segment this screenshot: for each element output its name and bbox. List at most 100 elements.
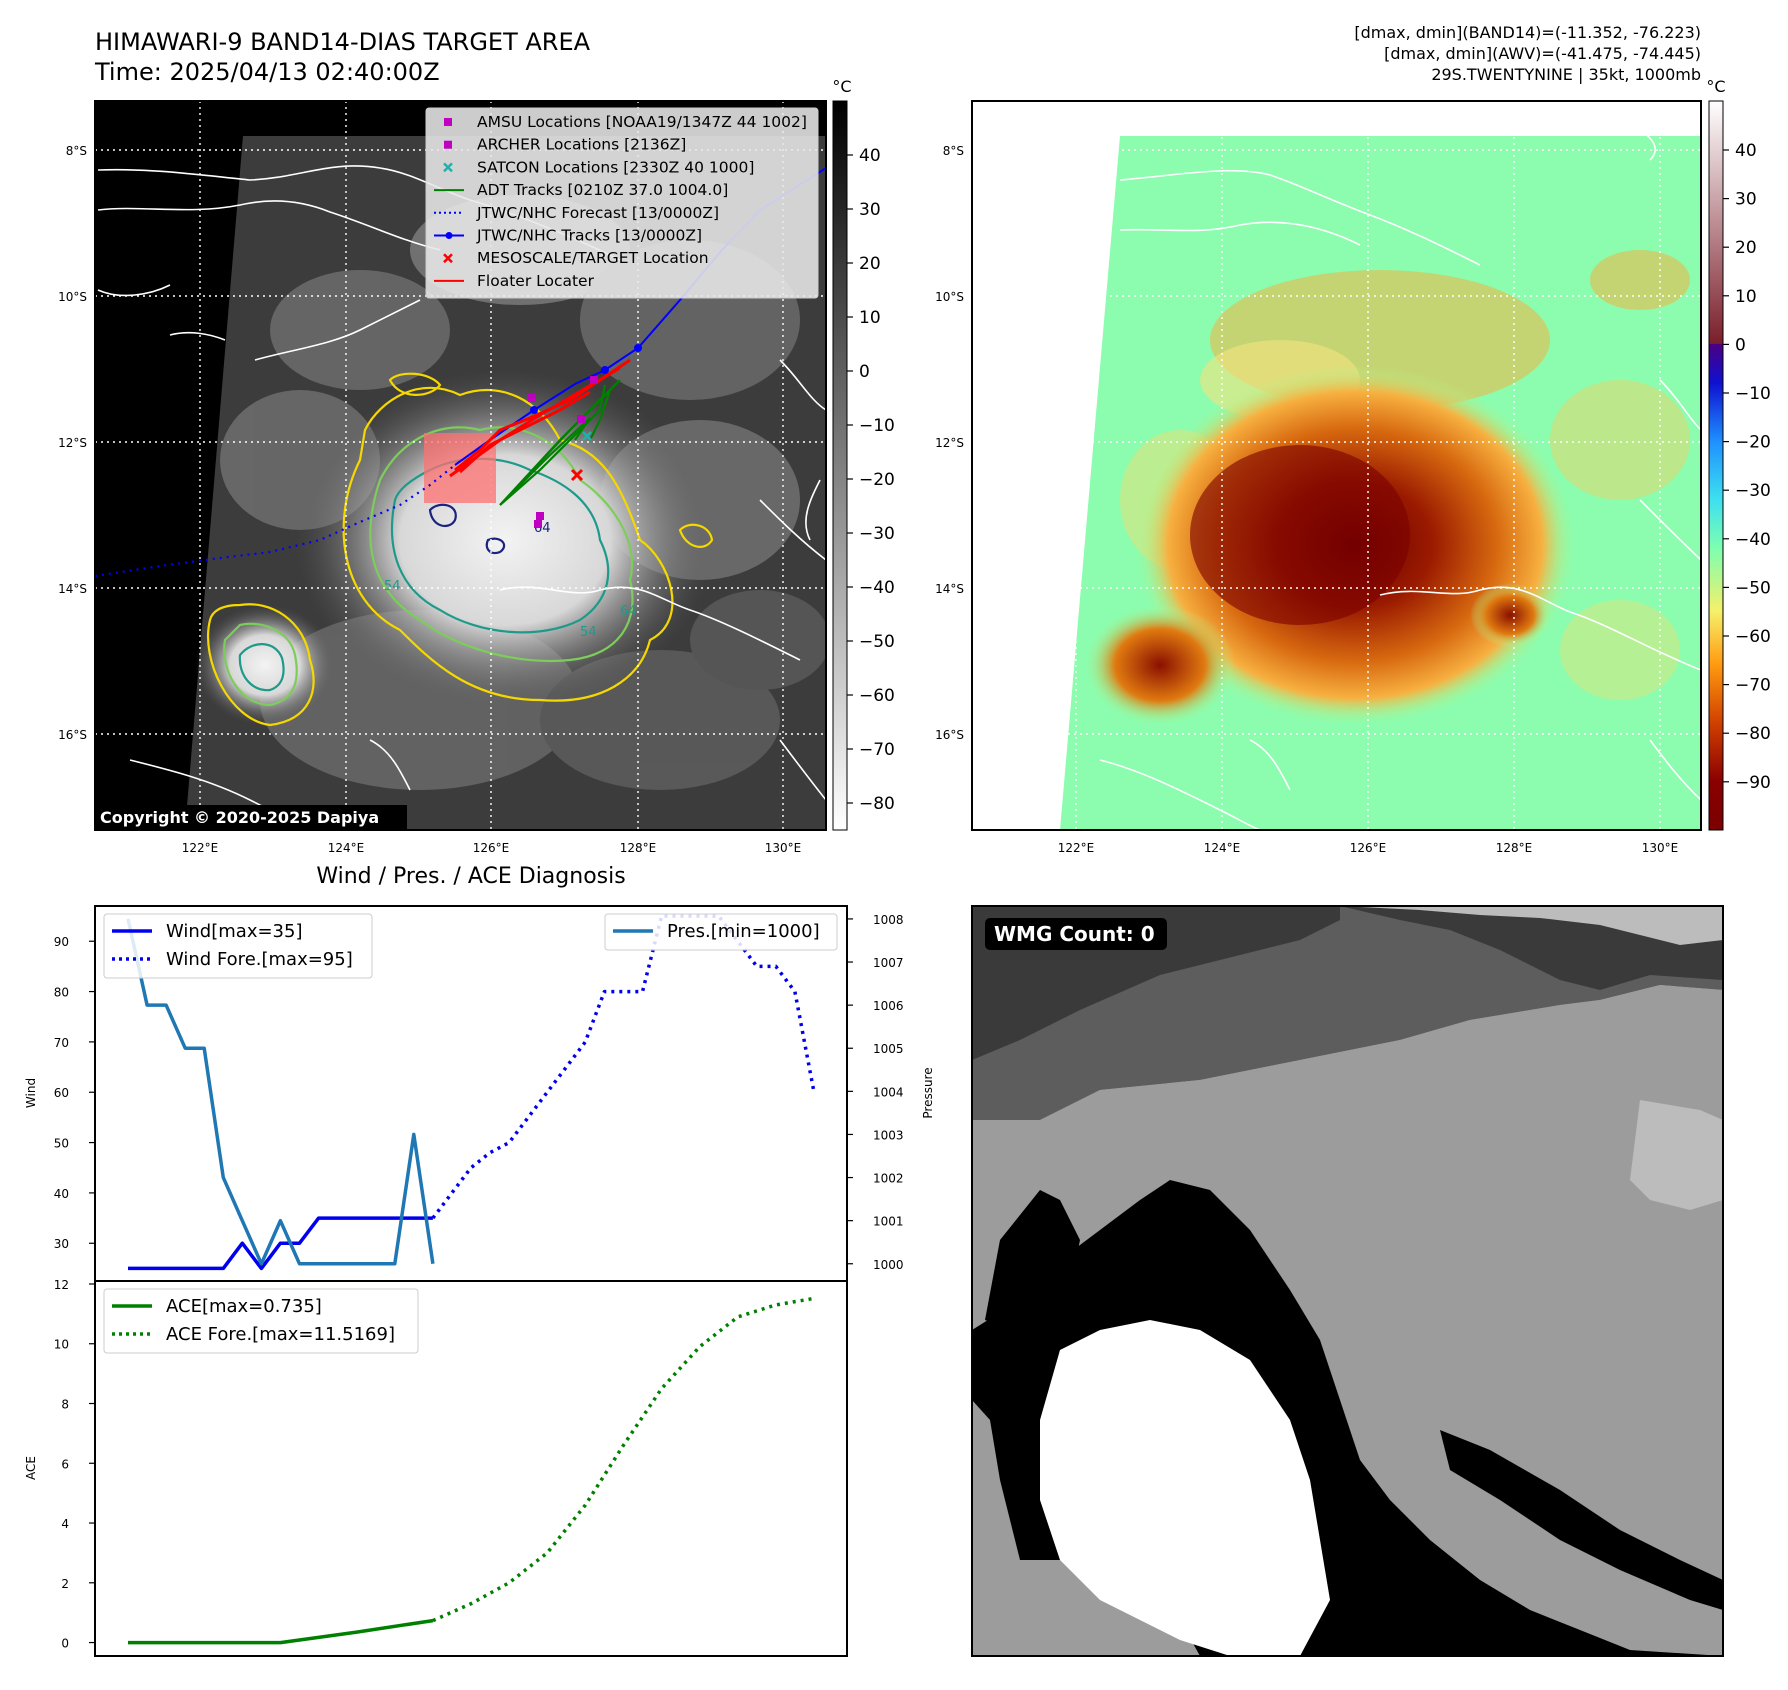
contour-label-4: 64 [620, 604, 637, 619]
wmg-region-white [1040, 1320, 1330, 1656]
ir-contours [207, 372, 714, 727]
diagnosis-title: Wind / Pres. / ACE Diagnosis [316, 864, 625, 889]
legend-label: ARCHER Locations [2136Z] [477, 136, 686, 154]
wind-legend: Wind[max=35] Wind Fore.[max=95] [103, 913, 373, 979]
legend-marker [443, 162, 453, 173]
svg-text:14°S: 14°S [935, 582, 964, 596]
colorbar-tick-label: −70 [1735, 676, 1771, 696]
y-tick-label: 90 [54, 935, 69, 949]
colorbar-tick-label: 30 [1735, 190, 1757, 210]
colorbar-tick-label: 30 [859, 200, 881, 220]
awv-gridlines [972, 101, 1701, 830]
figure-title: HIMAWARI-9 BAND14-DIAS TARGET AREA [95, 28, 591, 56]
wind-legend-entry: Wind[max=35] [166, 921, 303, 942]
colorbar-tick-label: −50 [859, 632, 895, 652]
svg-text:16°S: 16°S [58, 728, 87, 742]
contour-north-yellow [388, 372, 442, 396]
legend-label: JTWC/NHC Tracks [13/0000Z] [476, 227, 702, 245]
svg-text:10°S: 10°S [58, 290, 87, 304]
colorbar-tick-label: 20 [1735, 238, 1757, 258]
figure-time: Time: 2025/04/13 02:40:00Z [94, 58, 440, 86]
wmg-label-box [985, 918, 1167, 950]
svg-text:12°S: 12°S [58, 436, 87, 450]
awv-map-panel [971, 100, 1702, 831]
colorbar-tick-label: −40 [1735, 530, 1771, 550]
contour-yellow [342, 386, 674, 702]
ir-secondary-cloud [195, 605, 335, 725]
colorbar-tick-label: −40 [859, 578, 895, 598]
contour-secondary-teal [238, 643, 285, 692]
y-tick-label: 40 [54, 1187, 69, 1201]
svg-text:8°S: 8°S [66, 144, 87, 158]
colorbar-tick-label: −20 [859, 470, 895, 490]
legend-label: JTWC/NHC Forecast [13/0000Z] [476, 204, 719, 222]
legend-marker [444, 140, 452, 149]
awv-storm-inner [1190, 445, 1410, 625]
svg-text:8°S: 8°S [943, 144, 964, 158]
satcon-marker [582, 431, 592, 441]
contour-green [369, 426, 634, 663]
legend-entry: MESOSCALE/TARGET Location [443, 249, 709, 267]
legend-marker [445, 232, 453, 239]
contour-navy-2 [485, 537, 506, 555]
svg-text:126°E: 126°E [473, 841, 510, 855]
awv-colorbar-unit: °C [1706, 77, 1725, 96]
ir-lon-ticks: 122°E 124°E 126°E 128°E 130°E [182, 841, 802, 855]
svg-text:124°E: 124°E [328, 841, 365, 855]
svg-text:122°E: 122°E [182, 841, 219, 855]
ir-map-legend: AMSU Locations [NOAA19/1347Z 44 1002] ARC… [425, 107, 819, 299]
colorbar-tick-label: 40 [859, 146, 881, 166]
y-tick-label: 4 [61, 1517, 69, 1531]
wmg-count-label: WMG Count: 0 [994, 922, 1155, 946]
wmg-region-stripe [1440, 1430, 1723, 1610]
ir-colorbar: °C 40 30 20 10 0 −10 −20 −30 −40 −50 −60 −70 −80 [832, 77, 895, 831]
awv-secondary-core [1085, 605, 1235, 725]
y2-tick-label: 1001 [873, 1215, 904, 1229]
colorbar-tick-label: −50 [1735, 578, 1771, 598]
y2-tick-label: 1007 [873, 956, 904, 970]
legend-label: ADT Tracks [0210Z 37.0 1004.0] [477, 181, 728, 199]
colorbar-tick-label: −80 [859, 794, 895, 814]
series-line [431, 914, 816, 1220]
colorbar-tick-label: −30 [859, 524, 895, 544]
wind-axis-label: Wind [24, 1078, 38, 1108]
jtwc-track-points [530, 344, 642, 414]
copyright-box [95, 805, 407, 830]
colorbar-tick-label: 10 [859, 308, 881, 328]
pressure-axis-label: Pressure [921, 1067, 935, 1118]
ir-storm-cloud [295, 370, 715, 710]
wind-pressure-chart: 30 40 50 60 70 80 90 1000 1001 1002 1003 1004 1005 10… [24, 905, 935, 1282]
y-tick-label: 10 [54, 1338, 69, 1352]
copyright-text: Copyright © 2020-2025 Dapiya [100, 808, 379, 827]
y2-tick-label: 1000 [873, 1258, 904, 1272]
colorbar-tick-label: −70 [859, 740, 895, 760]
legend-entry: ARCHER Locations [2136Z] [444, 136, 686, 154]
wind-fore-legend-entry: Wind Fore.[max=95] [166, 949, 353, 970]
y-tick-label: 60 [54, 1086, 69, 1100]
awv-lon-ticks: 122°E 124°E 126°E 128°E 130°E [1058, 841, 1679, 855]
colorbar-tick-label: −20 [1735, 433, 1771, 453]
awv-coastlines [1099, 129, 1701, 830]
y-tick-label: 30 [54, 1237, 69, 1251]
wmg-region-lightpatch [1630, 1100, 1723, 1210]
series-line [126, 918, 435, 1266]
svg-text:16°S: 16°S [935, 728, 964, 742]
contour-secondary-green [223, 622, 298, 707]
colorbar-tick-label: −30 [1735, 481, 1771, 501]
svg-text:130°E: 130°E [1642, 841, 1679, 855]
y-tick-label: 12 [54, 1278, 69, 1292]
info-awv: [dmax, dmin](AWV)=(-41.475, -74.445) [1384, 44, 1701, 63]
colorbar-tick-label: −60 [1735, 627, 1771, 647]
awv-colorbar: °C 40 30 20 10 0 −10 −20 −30 −40 −50 −60 −70 −80 −90 [1706, 77, 1771, 831]
svg-text:128°E: 128°E [620, 841, 657, 855]
y2-tick-label: 1006 [873, 999, 904, 1013]
svg-text:12°S: 12°S [935, 436, 964, 450]
legend-marker [443, 253, 453, 264]
colorbar-tick-label: −80 [1735, 724, 1771, 744]
y2-tick-label: 1004 [873, 1085, 904, 1099]
wmg-frame [971, 905, 1724, 1657]
wmg-region-black-north [985, 1190, 1080, 1330]
colorbar-tick-label: 40 [1735, 141, 1757, 161]
legend-entry: JTWC/NHC Tracks [13/0000Z] [434, 227, 702, 245]
svg-text:14°S: 14°S [58, 582, 87, 596]
